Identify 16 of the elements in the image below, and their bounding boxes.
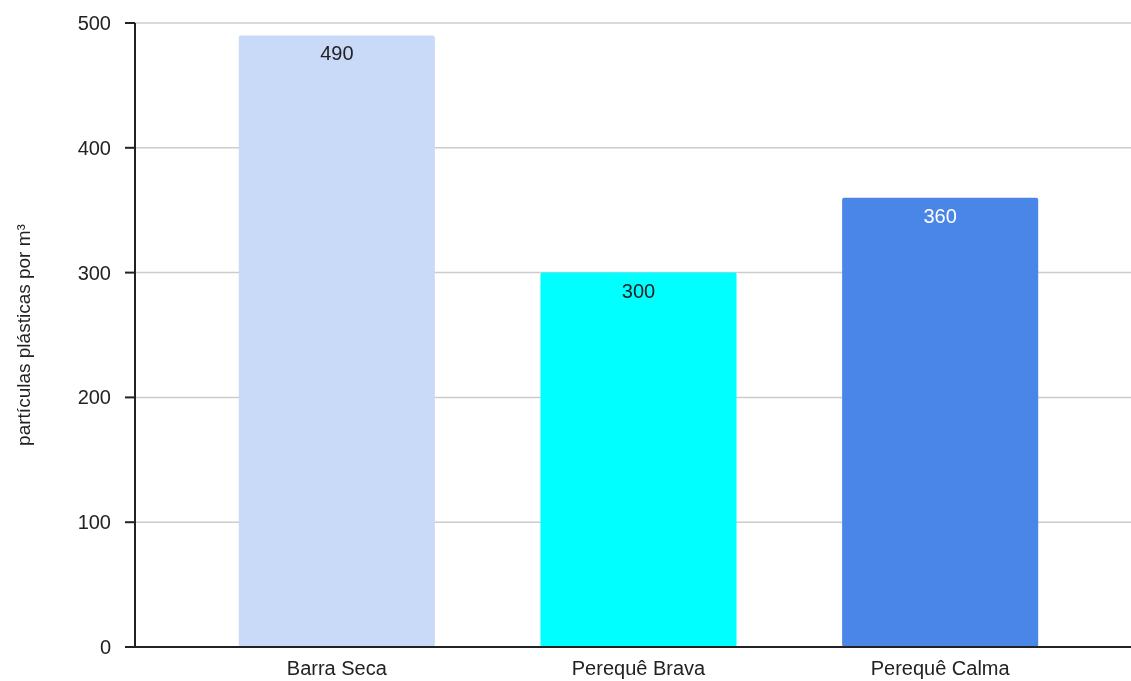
data-label: 300 [621, 279, 656, 302]
y-axis-title: partículas plásticas por m³ [13, 224, 34, 446]
x-tick-label: Perequê Brava [571, 657, 707, 679]
data-label: 360 [923, 204, 957, 227]
bar [540, 272, 737, 647]
y-tick-label: 0 [99, 636, 111, 658]
y-tick-label: 100 [77, 511, 111, 534]
x-tick-label: Perequê Calma [870, 657, 1011, 679]
x-tick-label: Barra Seca [286, 657, 388, 679]
y-tick-label: 500 [77, 12, 111, 34]
bar [238, 35, 435, 647]
y-tick-label: 400 [77, 136, 111, 159]
bar [842, 197, 1039, 647]
data-label: 490 [320, 42, 354, 65]
y-tick-label: 300 [77, 261, 111, 284]
y-tick-label: 200 [77, 386, 111, 409]
